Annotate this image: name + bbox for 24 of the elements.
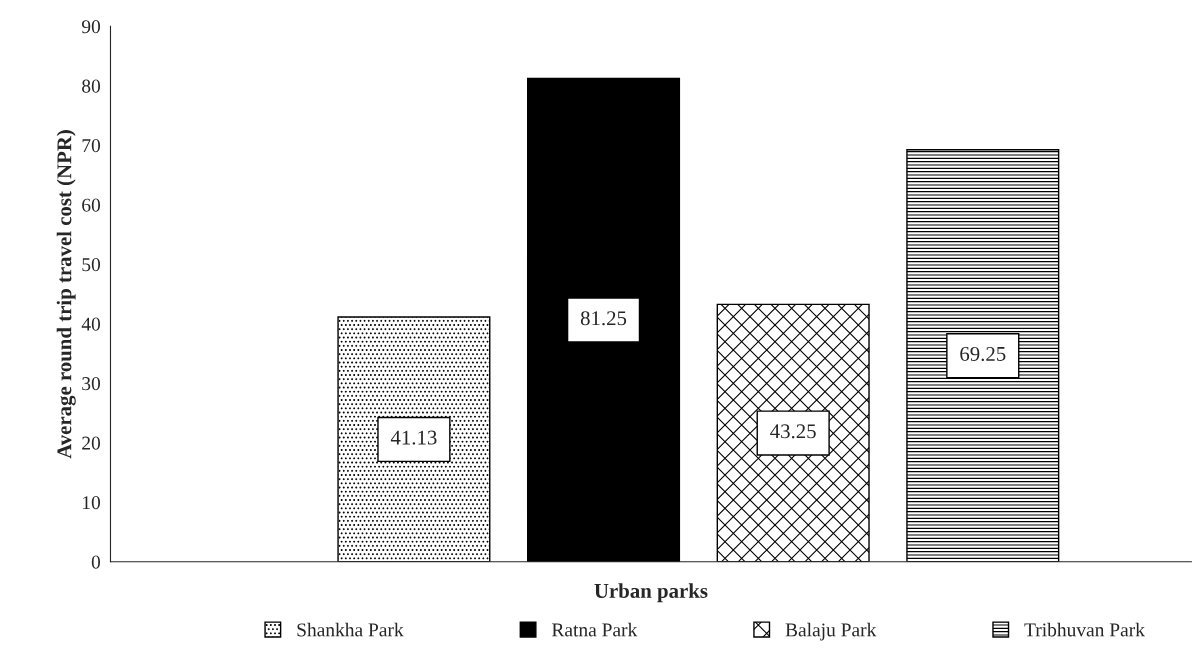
data-label: 69.25 bbox=[960, 346, 1006, 362]
bar bbox=[526, 77, 681, 562]
y-tick-label: 70 bbox=[82, 139, 101, 153]
bar bbox=[337, 316, 491, 562]
y-tick-label: 80 bbox=[82, 79, 101, 93]
y-tick-label: 60 bbox=[82, 198, 101, 212]
legend-label: Tribhuvan Park bbox=[1024, 622, 1145, 637]
y-tick-label: 50 bbox=[82, 258, 101, 272]
bar bbox=[716, 303, 870, 562]
y-tick-label: 30 bbox=[82, 377, 101, 391]
y-axis-title: Average round trip travel cost (NPR) bbox=[56, 130, 76, 459]
bar bbox=[906, 149, 1060, 562]
x-axis-title: Urban parks bbox=[594, 583, 708, 603]
data-label: 81.25 bbox=[580, 311, 627, 326]
y-tick-label: 10 bbox=[83, 496, 101, 510]
y-tick-label: 90 bbox=[81, 20, 101, 34]
data-label: 43.25 bbox=[770, 424, 816, 439]
legend-label: Shankha Park bbox=[297, 622, 404, 637]
y-tick-label: 20 bbox=[82, 436, 101, 450]
legend-label: Ratna Park bbox=[551, 622, 638, 637]
data-label: 41.13 bbox=[390, 430, 437, 445]
legend-label: Balaju Park bbox=[785, 622, 877, 641]
y-tick-label: 0 bbox=[91, 555, 101, 569]
y-tick-label: 40 bbox=[81, 317, 101, 331]
